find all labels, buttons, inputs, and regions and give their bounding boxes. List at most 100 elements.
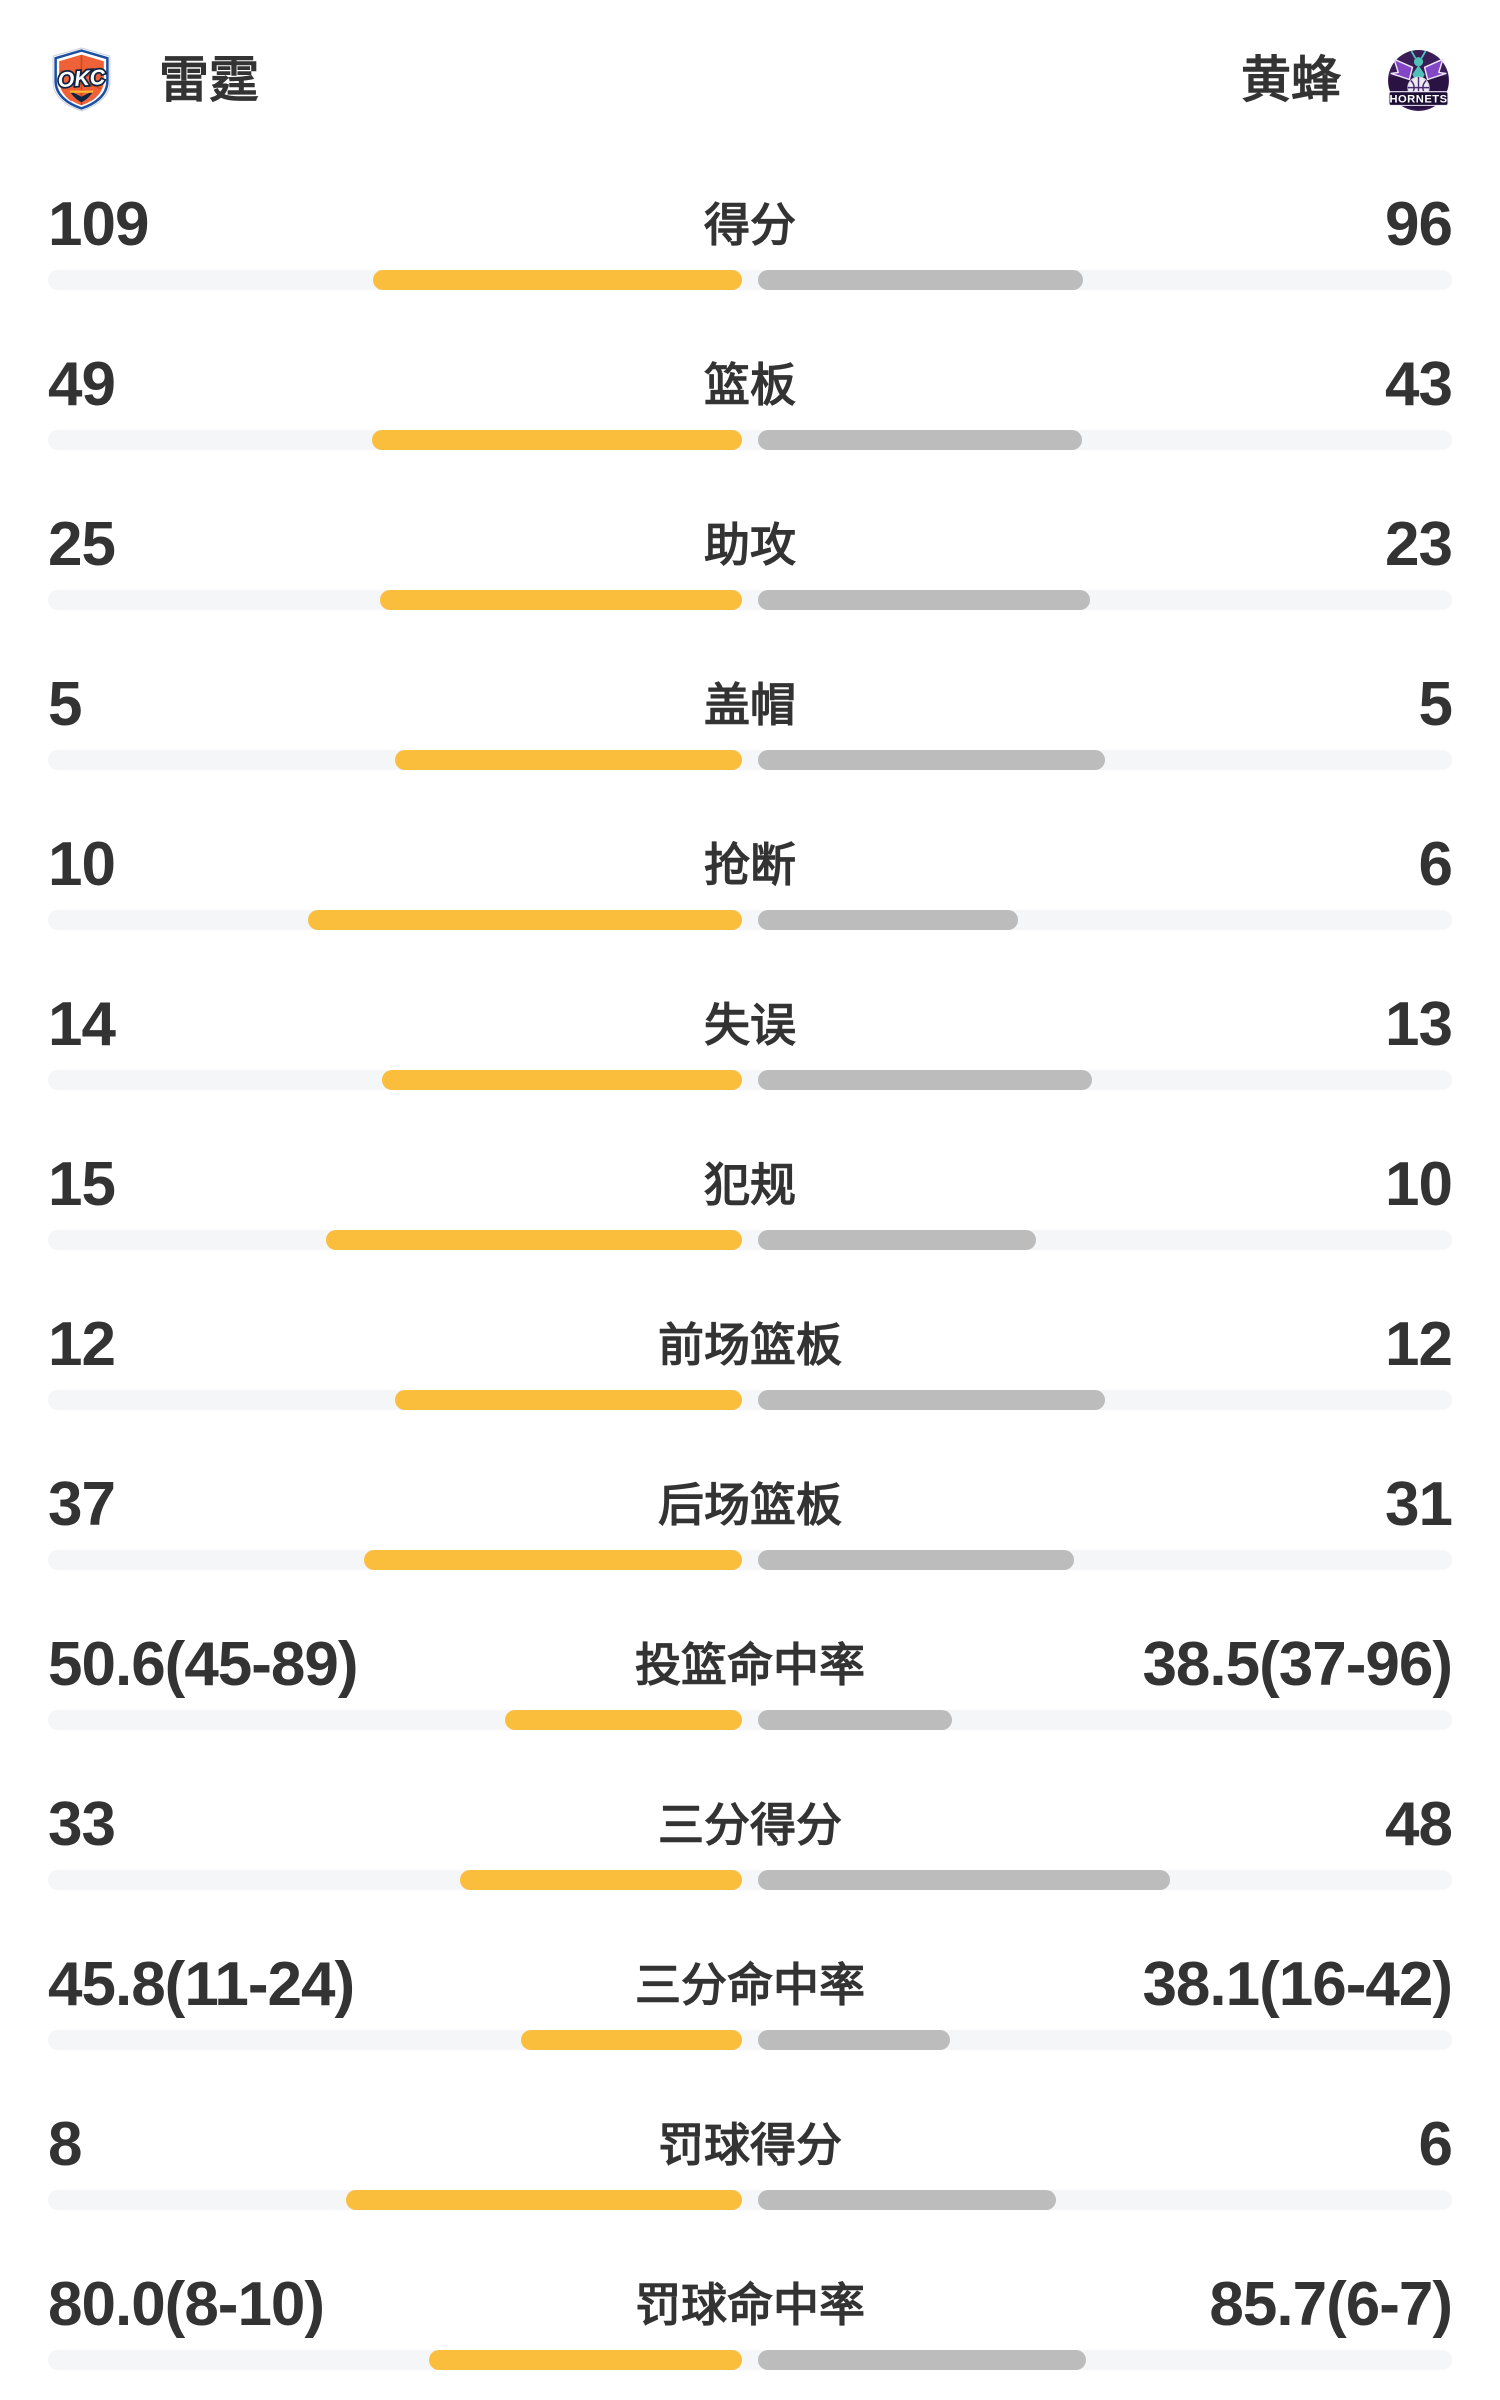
stat-values: 37 后场篮板 31 [48, 1469, 1453, 1541]
stat-values: 109 得分 96 [48, 189, 1453, 261]
stat-label: 篮板 [704, 359, 796, 411]
stat-row: 50.6(45-89) 投篮命中率 38.5(37-96) [48, 1629, 1453, 1730]
stat-row: 37 后场篮板 31 [48, 1469, 1453, 1570]
stat-label: 得分 [704, 199, 796, 251]
stat-value-away: 23 [1385, 510, 1453, 579]
stat-values: 45.8(11-24) 三分命中率 38.1(16-42) [48, 1949, 1453, 2021]
stat-row: 8 罚球得分 6 [48, 2109, 1453, 2210]
stat-bar-home [395, 750, 742, 770]
teams-header: OKC 雷霆 黄蜂 [48, 0, 1452, 115]
stat-label: 罚球得分 [658, 2119, 842, 2171]
stat-value-home: 33 [48, 1790, 116, 1859]
stat-bar-track [48, 2190, 1452, 2210]
stat-bar-away [758, 1870, 1170, 1890]
stat-row: 10 抢断 6 [48, 829, 1453, 930]
stat-label: 失误 [704, 999, 796, 1051]
stat-row: 14 失误 13 [48, 989, 1453, 1090]
stat-values: 50.6(45-89) 投篮命中率 38.5(37-96) [48, 1629, 1453, 1701]
stat-values: 25 助攻 23 [48, 509, 1453, 581]
stat-label: 犯规 [704, 1159, 796, 1211]
stat-bar-home [308, 910, 742, 930]
stat-bar-home [364, 1550, 742, 1570]
stat-row: 109 得分 96 [48, 189, 1453, 290]
stat-value-home: 37 [48, 1470, 116, 1539]
stat-bar-track [48, 430, 1452, 450]
stat-values: 10 抢断 6 [48, 829, 1453, 901]
stat-value-away: 96 [1385, 190, 1453, 259]
stat-bar-away [758, 1390, 1105, 1410]
stat-label: 三分得分 [658, 1799, 842, 1851]
stat-values: 12 前场篮板 12 [48, 1309, 1453, 1381]
stat-label: 投篮命中率 [635, 1639, 865, 1691]
stat-bar-home [459, 1870, 742, 1890]
stat-value-home: 8 [48, 2110, 82, 2179]
stat-bar-home [381, 1070, 742, 1090]
stat-row: 15 犯规 10 [48, 1149, 1453, 1250]
stat-label: 抢断 [704, 839, 796, 891]
stat-row: 49 篮板 43 [48, 349, 1453, 450]
stat-value-away: 38.5(37-96) [1142, 1630, 1453, 1699]
stat-bar-away [758, 270, 1083, 290]
stat-bar-away [758, 2190, 1056, 2210]
stat-bar-home [395, 1390, 742, 1410]
stat-bar-away [758, 590, 1091, 610]
stat-values: 14 失误 13 [48, 989, 1453, 1061]
stat-value-away: 6 [1418, 2110, 1453, 2179]
stat-bar-away [758, 910, 1019, 930]
stat-values: 49 篮板 43 [48, 349, 1453, 421]
svg-text:OKC: OKC [57, 65, 107, 92]
stat-bar-away [758, 1550, 1075, 1570]
stat-values: 80.0(8-10) 罚球命中率 85.7(6-7) [48, 2269, 1453, 2341]
stat-value-home: 25 [48, 510, 116, 579]
stat-value-away: 12 [1385, 1310, 1453, 1379]
stat-row: 45.8(11-24) 三分命中率 38.1(16-42) [48, 1949, 1453, 2050]
stat-value-home: 109 [48, 190, 149, 259]
stat-values: 15 犯规 10 [48, 1149, 1453, 1221]
home-team-name: 雷霆 [159, 51, 259, 108]
stat-value-away: 85.7(6-7) [1209, 2270, 1453, 2339]
stat-label: 罚球命中率 [635, 2279, 865, 2331]
stat-bar-track [48, 270, 1452, 290]
stat-value-home: 80.0(8-10) [48, 2270, 325, 2339]
stat-bar-home [372, 430, 742, 450]
stat-value-home: 50.6(45-89) [48, 1630, 359, 1699]
away-team-header: 黄蜂 [1241, 46, 1452, 113]
stat-bar-track [48, 1550, 1452, 1570]
stat-bar-home [504, 1710, 742, 1730]
stat-value-away: 31 [1385, 1470, 1453, 1539]
stat-label: 三分命中率 [635, 1959, 865, 2011]
stat-bar-track [48, 1710, 1452, 1730]
stat-values: 33 三分得分 48 [48, 1789, 1453, 1861]
stat-bar-home [325, 1230, 742, 1250]
stat-bar-track [48, 590, 1452, 610]
stat-bar-track [48, 2350, 1452, 2370]
stat-value-away: 38.1(16-42) [1142, 1950, 1453, 2019]
stat-bar-away [758, 430, 1083, 450]
stat-label: 助攻 [704, 519, 796, 571]
stat-bar-track [48, 1390, 1452, 1410]
stat-bar-away [758, 2030, 951, 2050]
stat-value-away: 13 [1385, 990, 1453, 1059]
stat-bar-home [345, 2190, 742, 2210]
stat-bar-track [48, 1870, 1452, 1890]
home-team-header: OKC 雷霆 [48, 46, 259, 113]
stat-bar-track [48, 750, 1452, 770]
stat-value-home: 49 [48, 350, 116, 419]
stat-bar-away [758, 1710, 953, 1730]
hornets-logo-icon: HORNETS [1388, 50, 1449, 111]
stat-bar-away [758, 750, 1105, 770]
stat-label: 盖帽 [704, 679, 796, 731]
stat-bar-track [48, 910, 1452, 930]
stats-list: 109 得分 96 49 篮板 43 25 助攻 23 [48, 189, 1453, 2370]
stat-value-away: 5 [1418, 670, 1453, 739]
stat-bar-track [48, 2030, 1452, 2050]
stat-value-away: 6 [1418, 830, 1453, 899]
stat-label: 后场篮板 [658, 1479, 842, 1531]
stat-bar-away [758, 2350, 1087, 2370]
stat-row: 5 盖帽 5 [48, 669, 1453, 770]
stat-bar-home [429, 2350, 742, 2370]
stat-row: 33 三分得分 48 [48, 1789, 1453, 1890]
svg-text:HORNETS: HORNETS [1389, 93, 1447, 105]
stat-bar-home [380, 590, 742, 610]
